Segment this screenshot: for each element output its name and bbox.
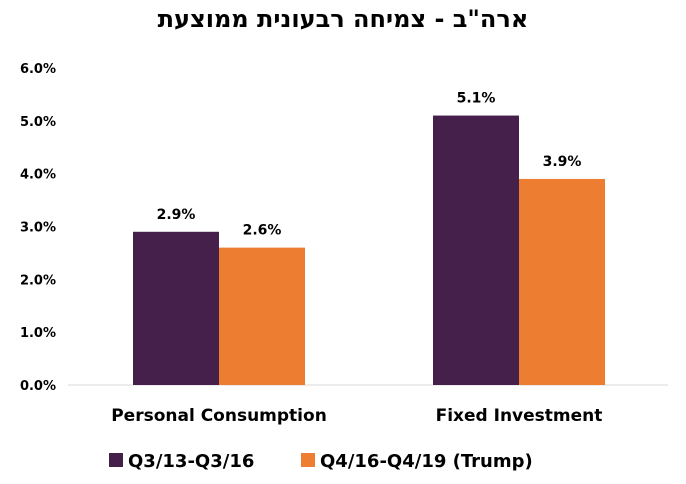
bar bbox=[519, 178, 605, 385]
data-label: 5.1% bbox=[457, 91, 496, 107]
data-label: 2.9% bbox=[157, 207, 196, 223]
category-label-personal-consumption: Personal Consumption bbox=[111, 406, 327, 426]
data-label: 2.6% bbox=[243, 223, 282, 239]
y-tick-label: 2.0% bbox=[20, 273, 56, 288]
y-tick-label: 0.0% bbox=[20, 379, 56, 394]
data-label: 3.9% bbox=[543, 154, 582, 170]
bar bbox=[433, 115, 519, 386]
legend-label-1: Q3/13-Q3/16 bbox=[128, 451, 254, 472]
bars bbox=[133, 115, 605, 386]
data-labels: 2.9% 5.1% 2.6% 3.9% bbox=[157, 91, 582, 239]
chart-title: ארה"ב - צמיחה רבעונית ממוצעת bbox=[158, 5, 529, 33]
legend: Q3/13-Q3/16 Q4/16-Q4/19 (Trump) bbox=[109, 451, 533, 472]
bar bbox=[133, 231, 219, 385]
y-tick-label: 1.0% bbox=[20, 326, 56, 341]
y-tick-label: 4.0% bbox=[20, 168, 56, 183]
category-label-fixed-investment: Fixed Investment bbox=[436, 406, 603, 426]
bar bbox=[219, 247, 305, 385]
legend-swatch-2 bbox=[301, 453, 315, 467]
y-tick-label: 3.0% bbox=[20, 221, 56, 236]
y-axis: 0.0% 1.0% 2.0% 3.0% 4.0% 5.0% 6.0% bbox=[20, 62, 56, 394]
legend-swatch-1 bbox=[109, 453, 123, 467]
y-tick-label: 5.0% bbox=[20, 115, 56, 130]
legend-label-2: Q4/16-Q4/19 (Trump) bbox=[320, 451, 533, 472]
y-tick-label: 6.0% bbox=[20, 62, 56, 77]
